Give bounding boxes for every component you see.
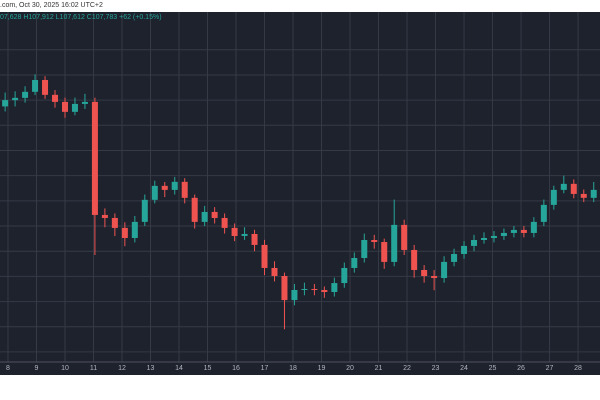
candle-body bbox=[480, 237, 487, 241]
x-tick-label: 23 bbox=[432, 365, 440, 372]
candle-body bbox=[12, 97, 19, 101]
candle-body bbox=[411, 249, 418, 270]
candle-body bbox=[421, 269, 428, 277]
candle-body bbox=[111, 217, 118, 228]
candle-body bbox=[490, 235, 497, 238]
candle-body bbox=[461, 245, 468, 254]
x-tick-label: 8 bbox=[6, 365, 10, 372]
x-tick-label: 27 bbox=[546, 365, 554, 372]
x-tick-label: 19 bbox=[318, 365, 326, 372]
candle-body bbox=[441, 261, 448, 279]
x-tick-label: 16 bbox=[232, 365, 240, 372]
candle-body bbox=[71, 103, 78, 112]
candle-body bbox=[580, 193, 587, 198]
candle-body bbox=[22, 91, 29, 98]
candle-body bbox=[191, 197, 198, 222]
x-tick-label: 17 bbox=[261, 365, 269, 372]
candle-body bbox=[121, 227, 128, 238]
candle-body bbox=[171, 181, 178, 190]
header-text: .com, Oct 30, 2025 16:02 UTC+2 bbox=[0, 2, 103, 9]
candle-body bbox=[381, 242, 388, 262]
candle-body bbox=[510, 229, 517, 233]
x-tick-label: 11 bbox=[90, 365, 97, 372]
candle-body bbox=[231, 227, 238, 236]
candle-body bbox=[261, 244, 268, 268]
candle-body bbox=[181, 181, 188, 198]
candle-body bbox=[321, 289, 328, 292]
candle-body bbox=[91, 101, 98, 215]
x-tick-label: 15 bbox=[204, 365, 212, 372]
x-tick-label: 26 bbox=[517, 365, 525, 372]
candle-body bbox=[331, 283, 338, 292]
candle-body bbox=[301, 288, 308, 290]
candle-body bbox=[221, 217, 228, 228]
candle-body bbox=[361, 240, 368, 259]
x-tick-label: 21 bbox=[375, 365, 383, 372]
candle-body bbox=[241, 233, 248, 236]
candle-body bbox=[550, 189, 557, 205]
candle-body bbox=[32, 79, 39, 92]
grid bbox=[0, 12, 600, 362]
x-tick-label: 22 bbox=[403, 365, 411, 372]
x-tick-label: 28 bbox=[574, 365, 582, 372]
candle-body bbox=[211, 211, 218, 218]
candle-body bbox=[431, 276, 438, 279]
candle-body bbox=[151, 185, 158, 200]
x-tick-label: 24 bbox=[460, 365, 468, 372]
x-tick-label: 18 bbox=[289, 365, 297, 372]
candle-body bbox=[590, 189, 597, 198]
candle-body bbox=[81, 101, 88, 104]
candle-body bbox=[52, 94, 59, 102]
candle-body bbox=[61, 101, 68, 112]
x-tick-label: 9 bbox=[35, 365, 39, 372]
candle-body bbox=[141, 199, 148, 222]
candle-body bbox=[540, 204, 547, 222]
ohlc-header: 07,628 H107,912 L107,612 C107,783 +62 (+… bbox=[0, 14, 162, 21]
plot-background bbox=[0, 12, 600, 375]
candle-body bbox=[341, 267, 348, 284]
candles bbox=[2, 74, 597, 330]
x-tick-label: 13 bbox=[147, 365, 155, 372]
candle-body bbox=[500, 232, 507, 236]
candle-body bbox=[311, 288, 318, 290]
candle-body bbox=[291, 289, 298, 301]
candle-body bbox=[101, 214, 108, 218]
candle-body bbox=[371, 240, 378, 243]
candle-body bbox=[560, 183, 567, 190]
candle-body bbox=[451, 253, 458, 262]
candle-body bbox=[520, 229, 527, 233]
x-tick-label: 20 bbox=[346, 365, 354, 372]
x-tick-label: 12 bbox=[118, 365, 126, 372]
candle-body bbox=[42, 79, 49, 95]
candle-body bbox=[570, 183, 577, 194]
candle-body bbox=[351, 258, 358, 268]
x-tick-label: 10 bbox=[61, 365, 69, 372]
candle-body bbox=[391, 224, 398, 262]
candle-body bbox=[271, 267, 278, 277]
candle-body bbox=[201, 211, 208, 222]
candle-body bbox=[530, 221, 537, 233]
candle-body bbox=[471, 240, 478, 246]
candle-body bbox=[2, 100, 9, 107]
x-tick-label: 25 bbox=[489, 365, 497, 372]
candle-body bbox=[251, 233, 258, 245]
candle-body bbox=[161, 185, 168, 190]
x-tick-label: 14 bbox=[175, 365, 183, 372]
candle-body bbox=[401, 224, 408, 250]
candle-body bbox=[281, 276, 288, 301]
candle-body bbox=[131, 221, 138, 238]
